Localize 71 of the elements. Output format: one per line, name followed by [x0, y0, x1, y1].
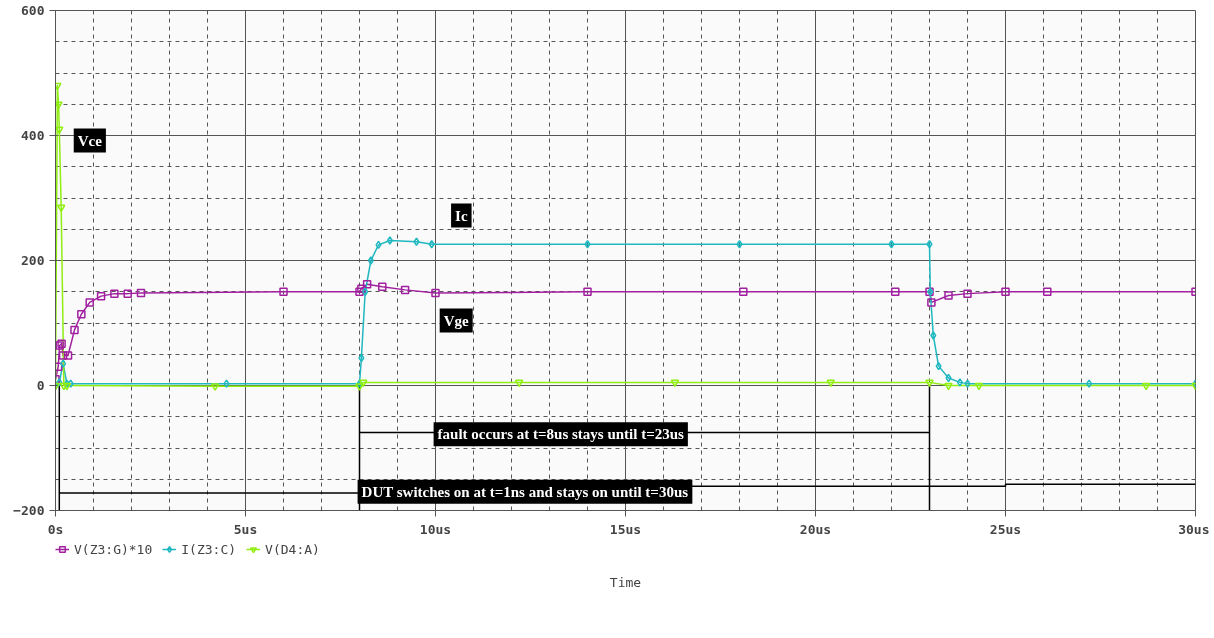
point — [736, 240, 743, 249]
y-tick-label: 200 — [21, 253, 45, 268]
point — [56, 204, 66, 213]
annotation: Ic — [455, 207, 468, 224]
legend-label: V(D4:A) — [265, 541, 320, 557]
point — [123, 289, 132, 298]
point — [55, 101, 63, 110]
y-tick-label: −200 — [13, 503, 45, 518]
point — [362, 287, 369, 296]
point — [944, 382, 953, 391]
point — [59, 382, 69, 391]
annotation: Vge — [443, 312, 470, 329]
point — [77, 310, 86, 319]
point — [400, 285, 410, 295]
point — [431, 288, 440, 298]
point — [85, 298, 94, 307]
annotation: Vce — [77, 132, 103, 149]
point — [96, 291, 106, 301]
point — [110, 289, 119, 298]
point — [1086, 379, 1093, 388]
point — [60, 359, 67, 368]
point — [58, 351, 68, 360]
point — [925, 379, 934, 388]
x-axis-title: Time — [609, 574, 642, 590]
annotation: DUT switches on at t=1ns and stays on until t=30us — [361, 483, 689, 500]
point — [210, 383, 220, 391]
point — [358, 353, 365, 363]
point — [136, 288, 146, 298]
point — [944, 291, 953, 300]
point — [1001, 287, 1010, 296]
point — [974, 382, 984, 391]
point — [888, 240, 895, 249]
point — [826, 379, 835, 388]
y-tick-label: 400 — [21, 128, 45, 143]
x-tick-label: 10us — [419, 521, 452, 537]
point — [670, 379, 680, 388]
x-tick-label: 25us — [989, 521, 1022, 537]
point — [1043, 287, 1052, 296]
point — [963, 289, 972, 298]
point — [63, 351, 73, 360]
point — [279, 287, 288, 296]
legend-label: V(Z3:G)*10 — [74, 541, 153, 557]
point — [891, 287, 900, 296]
point — [926, 240, 933, 249]
point — [935, 361, 942, 371]
point — [514, 379, 524, 388]
x-tick-label: 0s — [47, 521, 64, 537]
point — [584, 240, 591, 249]
point — [355, 287, 364, 296]
point — [70, 325, 79, 335]
x-tick-label: 30us — [1178, 521, 1210, 537]
legend-label: I(Z3:C) — [181, 541, 237, 557]
point — [55, 126, 64, 135]
point — [359, 379, 368, 388]
point — [355, 383, 364, 391]
point — [55, 82, 62, 91]
point — [956, 378, 963, 387]
x-tick-label: 15us — [609, 521, 642, 537]
point — [930, 331, 937, 340]
x-tick-label: 20us — [799, 521, 832, 537]
x-tick-label: 5us — [233, 521, 258, 537]
point — [583, 287, 592, 296]
point — [378, 282, 387, 291]
point — [362, 280, 372, 289]
annotation: fault occurs at t=8us stays until t=23us — [437, 426, 685, 443]
point — [927, 298, 936, 307]
y-tick-label: 0 — [36, 378, 45, 393]
point — [1141, 382, 1151, 391]
y-tick-label: 600 — [21, 3, 45, 18]
point — [739, 287, 748, 296]
point — [413, 237, 420, 246]
